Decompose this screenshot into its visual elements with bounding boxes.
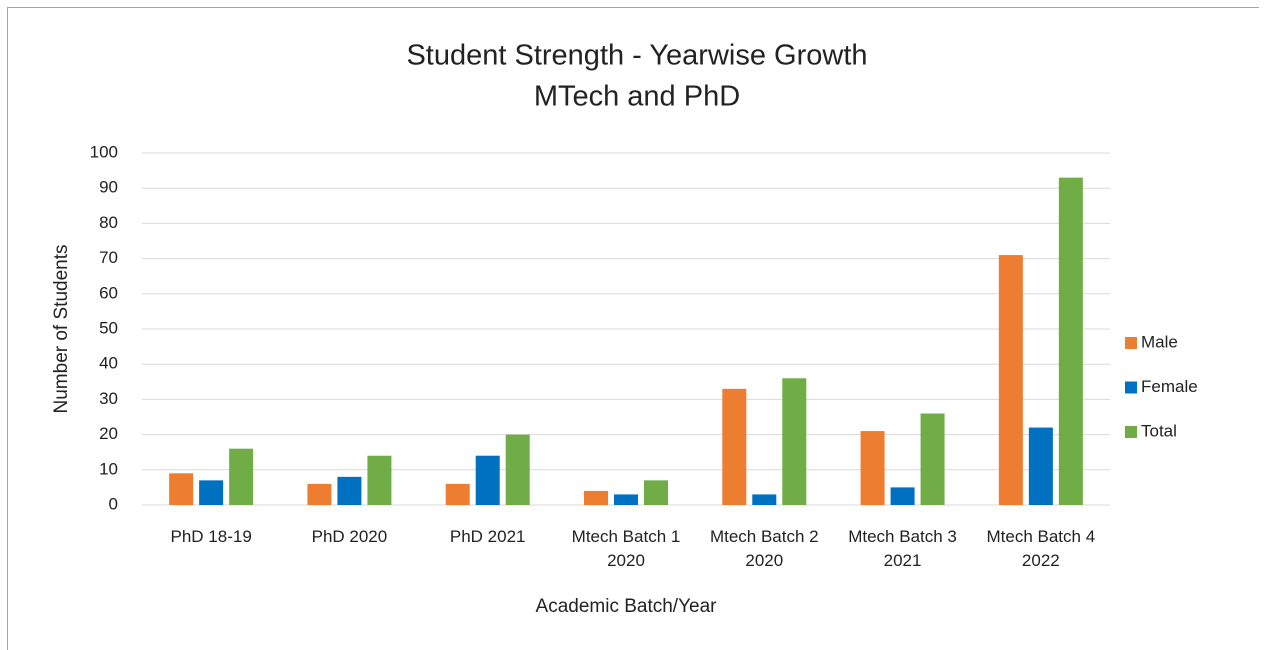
bar [1058, 177, 1083, 505]
bar [229, 448, 254, 505]
x-tick-label: PhD 2021 [449, 527, 526, 546]
y-tick-label: 30 [99, 389, 118, 408]
y-tick-label: 100 [90, 142, 118, 161]
chart-title: Student Strength - Yearwise Growth [406, 40, 867, 72]
y-tick-label: 70 [99, 248, 118, 267]
legend-swatch [1125, 381, 1137, 394]
x-tick-label: Mtech Batch 4 2022 [986, 527, 1096, 570]
bar [169, 473, 194, 505]
y-tick-label: 80 [99, 213, 118, 232]
bar [445, 483, 470, 505]
bar [199, 480, 224, 505]
legend-swatch [1125, 426, 1137, 438]
bar [722, 388, 747, 505]
bar [307, 483, 332, 505]
bar [752, 494, 777, 505]
bar [890, 487, 915, 505]
x-tick-label: Mtech Batch 2 2020 [709, 527, 819, 570]
x-tick-label: PhD 2020 [311, 527, 388, 546]
bar [644, 480, 668, 505]
legend-label: Male [1141, 332, 1178, 351]
bar [337, 476, 362, 505]
x-tick-label: PhD 18-19 [170, 527, 252, 546]
bar [782, 378, 807, 505]
bar [475, 455, 500, 505]
x-tick-label: Mtech Batch 3 2021 [848, 527, 957, 570]
legend-swatch [1125, 337, 1137, 349]
bar [998, 255, 1023, 505]
bar [367, 455, 392, 505]
legend-label: Total [1141, 421, 1177, 440]
bar [614, 494, 638, 505]
y-tick-label: 40 [99, 354, 118, 373]
x-axis-label: Academic Batch/Year [536, 596, 718, 617]
y-tick-label: 50 [99, 318, 118, 337]
bar [1028, 427, 1053, 505]
y-tick-label: 60 [99, 283, 118, 302]
y-tick-label: 0 [109, 494, 118, 513]
y-tick-label: 10 [99, 459, 118, 478]
y-tick-label: 20 [99, 424, 118, 443]
legend-label: Female [1141, 377, 1198, 396]
y-tick-label: 90 [99, 178, 118, 197]
chart-frame [7, 7, 1259, 650]
y-axis-label: Number of Students [51, 245, 72, 414]
bar [584, 490, 608, 505]
chart-subtitle: MTech and PhD [534, 81, 740, 113]
bar [505, 434, 530, 505]
x-tick-label: Mtech Batch 1 2020 [571, 527, 681, 570]
bar [920, 413, 945, 505]
bar [860, 431, 885, 505]
